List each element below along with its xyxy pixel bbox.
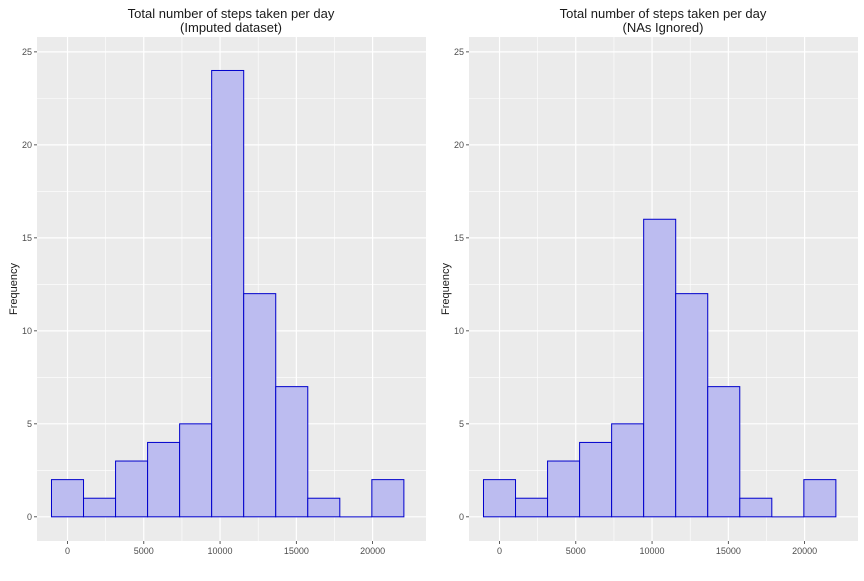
x-tick-label: 5000: [566, 546, 586, 556]
y-tick-label: 25: [22, 47, 32, 57]
chart-title-line2: (Imputed dataset): [180, 20, 282, 35]
histogram-bar: [643, 218, 677, 518]
histogram-bar: [675, 293, 709, 518]
plot-area: 0 5 10 15 20 25 0 5000 10000 15000 20000: [22, 37, 426, 556]
y-tick-label: 5: [459, 419, 464, 429]
histogram-bar: [115, 460, 149, 518]
histogram-bar: [275, 386, 309, 518]
y-tick-label: 10: [22, 326, 32, 336]
histogram-bar: [803, 479, 837, 518]
x-tick-label: 10000: [640, 546, 665, 556]
histogram-bar: [611, 423, 645, 518]
y-tick-label: 10: [454, 326, 464, 336]
y-tick-label: 25: [454, 47, 464, 57]
histogram-nas-ignored: Total number of steps taken per day (NAs…: [440, 6, 858, 556]
y-tick-label: 15: [22, 233, 32, 243]
y-tick-label: 20: [454, 140, 464, 150]
histogram-bar: [147, 441, 181, 518]
y-axis-label: Frequency: [440, 263, 452, 315]
histogram-bar: [179, 423, 213, 518]
y-axis-label: Frequency: [8, 263, 20, 315]
y-tick-label: 0: [459, 512, 464, 522]
histogram-bar: [739, 497, 773, 518]
histogram-bar: [211, 69, 245, 518]
y-tick-label: 5: [27, 419, 32, 429]
y-tick-label: 0: [27, 512, 32, 522]
histogram-imputed: Total number of steps taken per day (Imp…: [8, 6, 426, 556]
chart-title-line2: (NAs Ignored): [623, 20, 704, 35]
x-tick-label: 15000: [716, 546, 741, 556]
y-tick-label: 15: [454, 233, 464, 243]
x-tick-label: 20000: [792, 546, 817, 556]
x-tick-label: 0: [65, 546, 70, 556]
histogram-bar: [50, 479, 85, 518]
histogram-bar: [307, 497, 341, 518]
chart-title-line1: Total number of steps taken per day: [128, 6, 335, 21]
y-tick-label: 20: [22, 140, 32, 150]
plot-area: 0 5 10 15 20 25 0 5000 10000 15000 20000: [454, 37, 858, 556]
histogram-bar: [515, 497, 549, 518]
histogram-bar: [707, 386, 741, 518]
histogram-bar: [83, 497, 117, 518]
histogram-bar: [243, 293, 277, 518]
histogram-bar: [482, 479, 517, 518]
chart-title-line1: Total number of steps taken per day: [560, 6, 767, 21]
histogram-bar: [371, 479, 405, 518]
x-tick-label: 10000: [208, 546, 233, 556]
x-tick-label: 20000: [360, 546, 385, 556]
histogram-bar: [579, 441, 613, 518]
histogram-bar: [547, 460, 581, 518]
x-tick-label: 5000: [134, 546, 154, 556]
x-tick-label: 15000: [284, 546, 309, 556]
x-tick-label: 0: [497, 546, 502, 556]
